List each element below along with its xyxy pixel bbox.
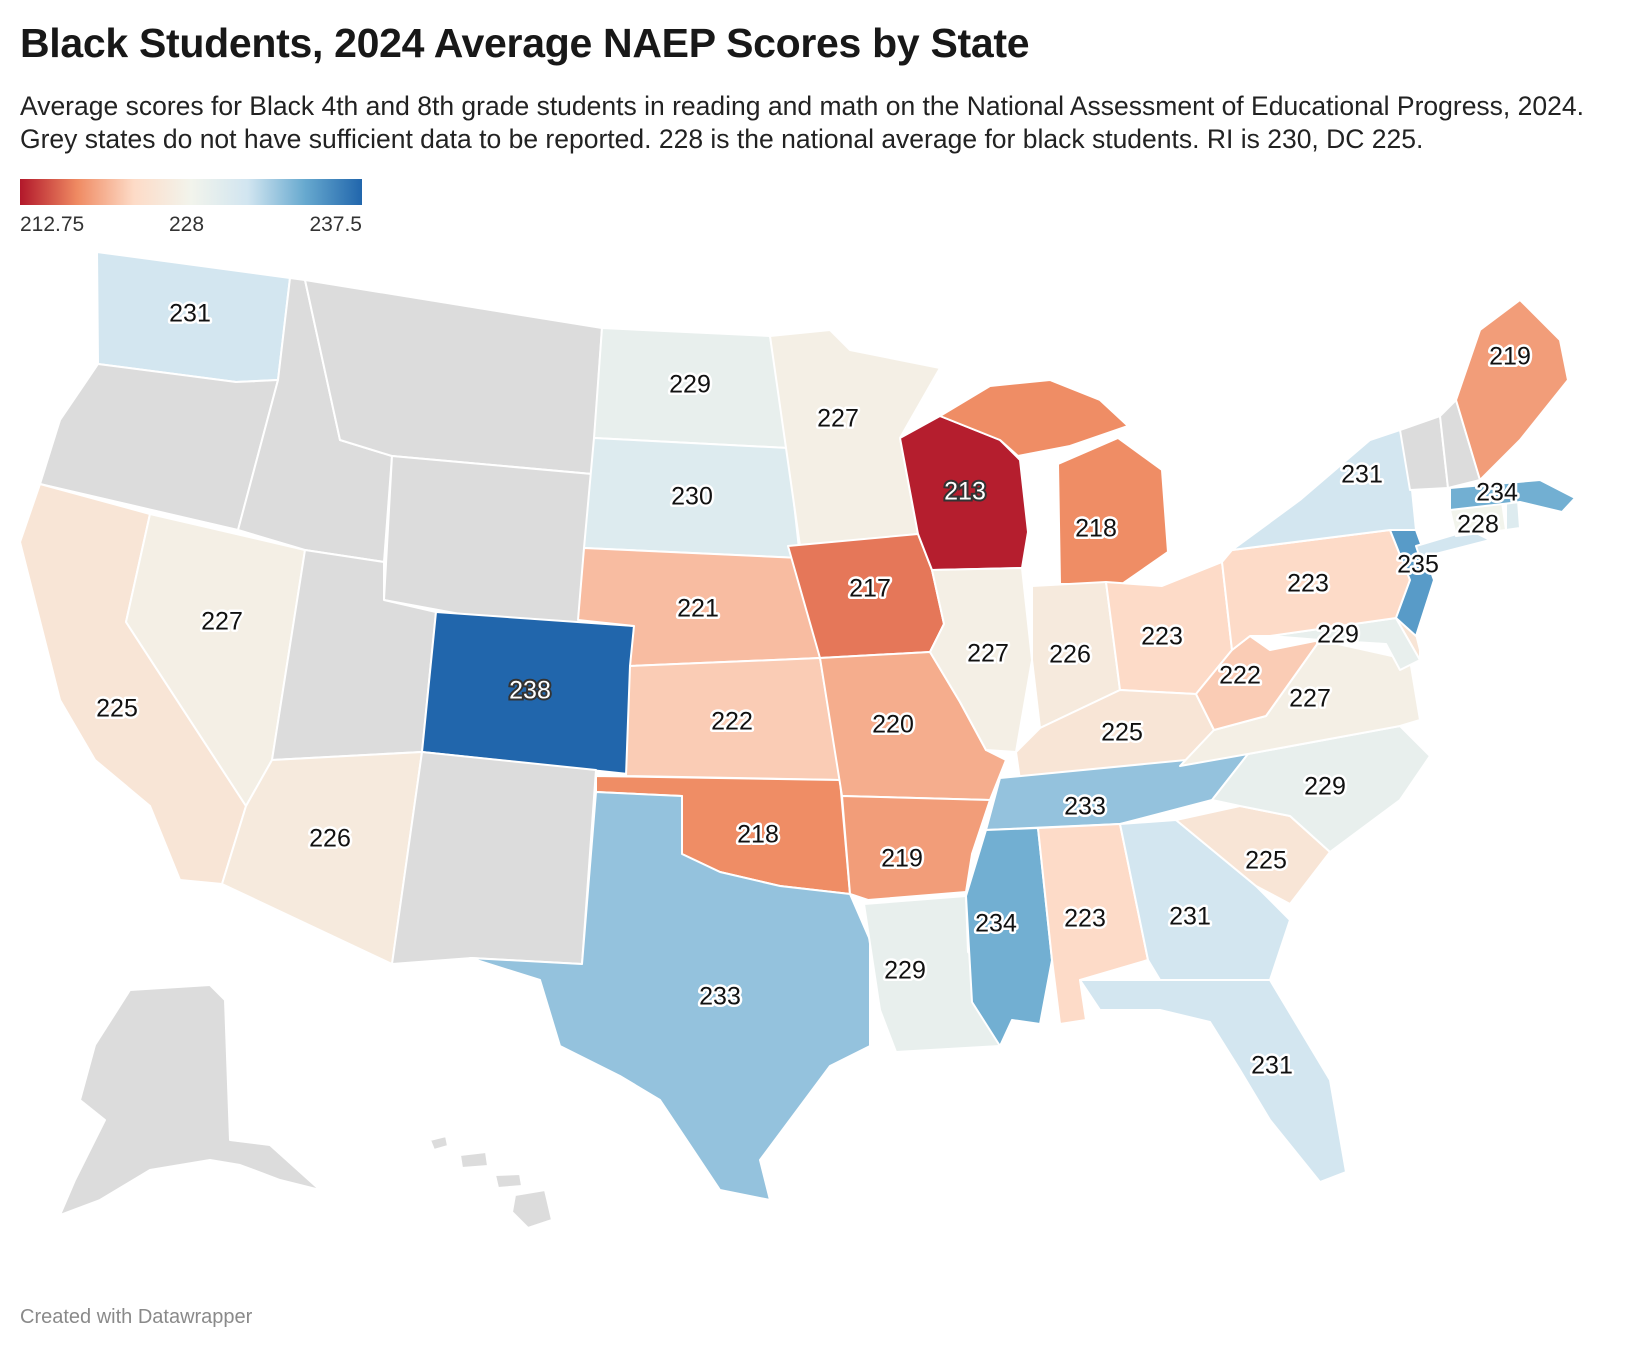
legend-gradient-bar: [20, 179, 362, 205]
state-label-ok: 218: [737, 821, 779, 849]
state-il: [929, 567, 1033, 753]
state-label-va: 227: [1289, 685, 1331, 713]
state-label-az: 226: [309, 825, 351, 853]
state-nm: [391, 751, 597, 965]
state-label-in: 226: [1049, 641, 1091, 669]
state-label-mo: 220: [872, 711, 914, 739]
state-label-ar: 219: [881, 845, 923, 873]
state-tx: [469, 791, 871, 1201]
state-label-nv: 227: [201, 608, 243, 636]
legend-mid-label: 228: [169, 213, 205, 236]
state-label-ct: 228: [1457, 511, 1499, 539]
state-az: [221, 751, 423, 965]
state-label-sc: 225: [1245, 847, 1287, 875]
state-label-tx: 233: [699, 983, 741, 1011]
legend-max-label: 237.5: [309, 213, 362, 236]
chart-title: Black Students, 2024 Average NAEP Scores…: [20, 20, 1030, 66]
color-legend: 212.75 228 237.5: [20, 179, 362, 240]
state-label-nc: 229: [1304, 773, 1346, 801]
state-label-fl: 231: [1251, 1052, 1293, 1080]
state-label-ms: 234: [975, 910, 1017, 938]
state-label-md: 229: [1317, 621, 1359, 649]
state-label-co: 238: [509, 677, 551, 705]
state-label-ga: 231: [1169, 903, 1211, 931]
state-me: [1455, 299, 1569, 481]
state-label-mn: 227: [817, 405, 859, 433]
state-label-ky: 225: [1101, 719, 1143, 747]
legend-min-label: 212.75: [20, 213, 85, 236]
state-label-ia: 217: [849, 575, 891, 603]
state-ak: [59, 984, 321, 1216]
state-label-me: 219: [1489, 343, 1531, 371]
state-label-wi: 213: [944, 478, 986, 506]
state-label-la: 229: [884, 957, 926, 985]
state-label-nj: 235: [1397, 551, 1439, 579]
state-label-ca: 225: [96, 695, 138, 723]
state-label-wv: 222: [1219, 662, 1261, 690]
state-label-tn: 233: [1064, 793, 1106, 821]
state-label-oh: 223: [1141, 623, 1183, 651]
state-ar: [841, 795, 991, 901]
state-label-ne: 221: [677, 595, 719, 623]
state-label-ny: 231: [1341, 461, 1383, 489]
state-label-ks: 222: [711, 708, 753, 736]
state-label-ma: 234: [1476, 479, 1518, 507]
state-label-nd: 229: [669, 371, 711, 399]
state-hi: [429, 1135, 553, 1229]
credit-text: Created with Datawrapper: [20, 1306, 253, 1328]
state-ma: [1449, 479, 1576, 513]
state-label-al: 223: [1064, 905, 1106, 933]
state-fl: [1079, 979, 1347, 1183]
chart-subtitle: Average scores for Black 4th and 8th gra…: [20, 91, 1584, 154]
state-label-wa: 231: [169, 300, 211, 328]
state-label-mi: 218: [1075, 515, 1117, 543]
state-label-pa: 223: [1287, 570, 1329, 598]
state-label-il: 227: [967, 640, 1009, 668]
state-label-sd: 230: [671, 483, 713, 511]
us-choropleth-map: 231 225 227 226 238 229 230 221 222 218 233 227 217 2…: [19, 251, 1576, 1229]
